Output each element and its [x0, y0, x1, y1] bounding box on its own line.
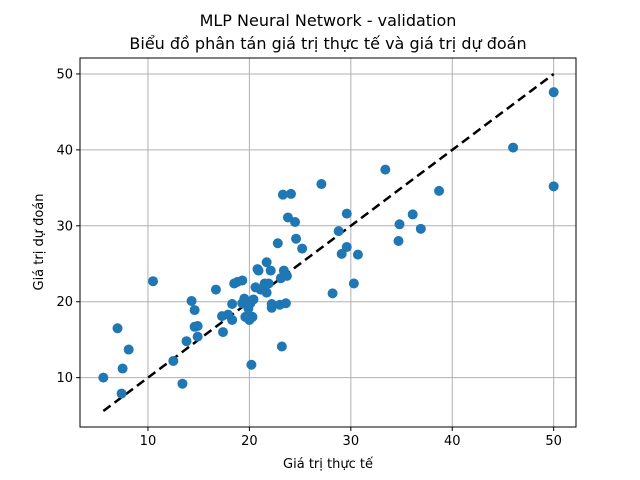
data-point — [261, 257, 272, 268]
data-point — [265, 265, 276, 276]
data-point — [272, 238, 283, 249]
data-point — [394, 219, 405, 230]
data-point — [237, 275, 248, 286]
data-point — [189, 305, 200, 316]
data-point — [291, 233, 302, 244]
data-point — [508, 142, 519, 153]
data-point — [352, 249, 363, 260]
axis-ticks: 10 20 30 40 50 10 20 30 40 50 — [56, 67, 562, 449]
data-point — [248, 294, 259, 305]
data-points — [98, 87, 559, 399]
data-point — [218, 327, 229, 338]
data-point — [281, 270, 292, 281]
data-point — [112, 323, 123, 334]
data-point — [407, 209, 418, 220]
data-point — [434, 185, 445, 196]
reference-line-group — [102, 72, 555, 413]
data-point — [148, 276, 159, 287]
data-point — [327, 288, 338, 299]
y-axis-label: Giá trị dự đoán — [32, 193, 47, 290]
y-tick-label: 50 — [56, 67, 73, 82]
y-tick-label: 30 — [56, 219, 73, 234]
data-point — [348, 278, 359, 289]
x-axis-label: Giá trị thực tế — [283, 457, 373, 472]
x-tick-label: 50 — [545, 434, 562, 449]
x-tick-label: 10 — [140, 434, 157, 449]
data-point — [177, 378, 188, 389]
data-point — [123, 344, 134, 355]
data-point — [192, 331, 203, 342]
data-point — [266, 302, 277, 313]
data-point — [336, 248, 347, 259]
x-tick-label: 40 — [444, 434, 461, 449]
x-tick-label: 30 — [343, 434, 360, 449]
data-point — [192, 321, 203, 332]
data-point — [341, 208, 352, 219]
data-point — [98, 372, 109, 383]
data-point — [290, 217, 301, 227]
data-point — [548, 181, 559, 192]
data-point — [282, 212, 293, 223]
data-point — [227, 314, 238, 325]
data-point — [247, 311, 258, 322]
chart-title: MLP Neural Network - validation — [200, 11, 457, 30]
data-point — [227, 299, 238, 309]
data-point — [246, 359, 257, 370]
data-point — [186, 295, 197, 306]
data-point — [333, 226, 344, 237]
reference-line — [102, 72, 555, 413]
plot-frame — [79, 57, 577, 428]
y-tick-label: 40 — [56, 143, 73, 158]
data-point — [548, 87, 559, 98]
data-point — [277, 189, 288, 200]
y-tick-label: 20 — [56, 295, 73, 310]
data-point — [168, 355, 179, 366]
data-point — [181, 336, 192, 347]
data-point — [261, 287, 272, 298]
data-point — [415, 223, 426, 234]
data-point — [280, 298, 291, 309]
data-point — [276, 341, 287, 352]
data-point — [285, 188, 296, 199]
x-tick-label: 20 — [241, 434, 258, 449]
grid-lines — [80, 58, 576, 427]
data-point — [341, 242, 352, 253]
chart-subtitle: Biểu đồ phân tán giá trị thực tế và giá … — [129, 34, 526, 53]
data-point — [253, 265, 264, 276]
data-point — [263, 278, 274, 289]
data-point — [116, 388, 127, 399]
y-tick-label: 10 — [56, 371, 73, 386]
data-point — [393, 235, 404, 246]
data-point — [316, 179, 327, 190]
data-point — [297, 243, 308, 254]
data-point — [210, 284, 221, 295]
data-point — [380, 164, 391, 175]
data-point — [117, 363, 128, 374]
